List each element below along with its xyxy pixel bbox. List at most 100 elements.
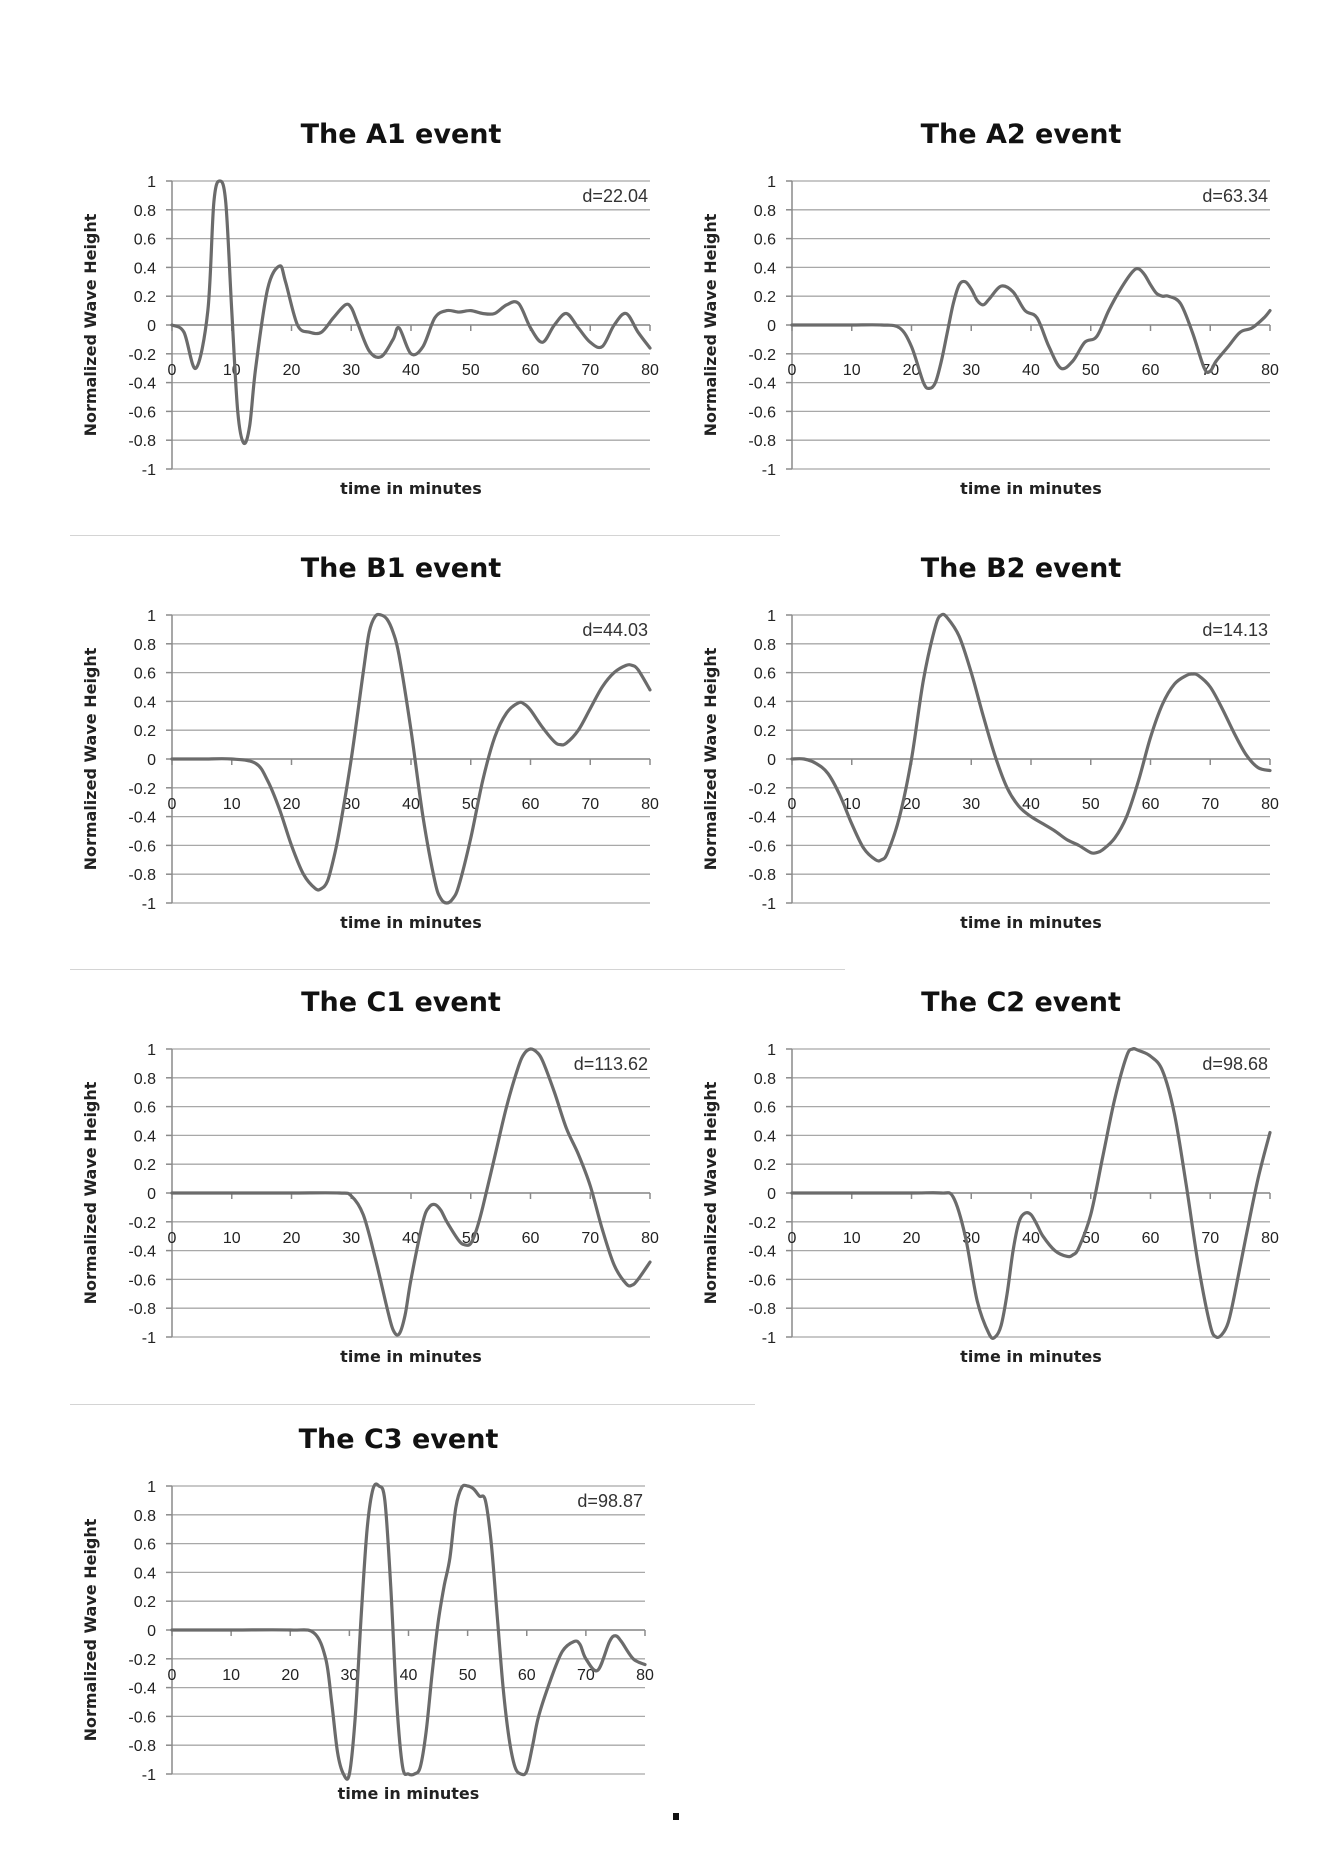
distance-annotation: d=44.03	[582, 620, 648, 640]
x-tick-label: 60	[1142, 1230, 1160, 1247]
chart-title: The C3 event	[299, 1424, 499, 1455]
y-tick-label: 0.4	[134, 694, 156, 711]
chart-title: The A1 event	[301, 119, 502, 150]
y-tick-label: -0.6	[748, 404, 776, 421]
x-axis-label: time in minutes	[960, 1347, 1102, 1366]
y-tick-label: -0.2	[748, 1215, 776, 1232]
y-tick-label: 1	[767, 608, 776, 625]
series-line	[790, 612, 1272, 863]
chart-panel: The A2 event 1 0.8 0.6 0.4 0.2 0 -0.2 -0.4 -0.6 -0…	[701, 119, 1279, 498]
series-line	[170, 1482, 647, 1781]
y-axis-label: Normalized Wave Height	[81, 647, 100, 870]
x-tick-label: 70	[581, 796, 599, 813]
panel-separator	[70, 969, 845, 970]
y-axis-label: Normalized Wave Height	[81, 1081, 100, 1304]
y-tick-label: 0.6	[754, 1100, 776, 1117]
y-tick-label: -0.4	[128, 1681, 156, 1698]
y-tick-label: -0.2	[748, 781, 776, 798]
y-tick-label: 0.6	[134, 232, 156, 249]
x-tick-label: 20	[903, 796, 921, 813]
y-tick-label: -1	[142, 462, 156, 479]
y-tick-label: 0	[147, 1623, 156, 1640]
y-tick-label: -0.4	[128, 810, 156, 827]
y-tick-label: -1	[762, 896, 776, 913]
y-tick-label: 1	[147, 1479, 156, 1496]
series-line	[790, 1047, 1272, 1340]
x-tick-label: 20	[283, 796, 301, 813]
x-tick-label: 10	[222, 1667, 240, 1684]
x-tick-label: 80	[1261, 796, 1279, 813]
chart-panel: The C1 event 1 0.8 0.6 0.4 0.2 0 -0.2 -0.4 -0.6 -0…	[81, 987, 659, 1366]
x-tick-label: 10	[223, 796, 241, 813]
y-axis-label: Normalized Wave Height	[701, 1081, 720, 1304]
x-axis-label: time in minutes	[340, 479, 482, 498]
x-tick-label: 60	[522, 1230, 540, 1247]
x-tick-label: 50	[1082, 1230, 1100, 1247]
y-tick-label: 0.2	[754, 723, 776, 740]
y-tick-label: 0.8	[134, 203, 156, 220]
chart-panel: The B1 event 1 0.8 0.6 0.4 0.2 0 -0.2 -0.4 -0.6 -0…	[81, 553, 659, 932]
x-tick-label: 50	[1082, 796, 1100, 813]
y-tick-label: 1	[147, 174, 156, 191]
x-axis-label: time in minutes	[340, 913, 482, 932]
chart-panel: The A1 event 1 0.8 0.6 0.4 0.2 0 -0.2 -0.4 -0.6 -0…	[81, 119, 659, 498]
y-tick-label: -1	[142, 1330, 156, 1347]
series-line	[170, 1047, 652, 1337]
distance-annotation: d=98.68	[1202, 1054, 1268, 1074]
y-tick-label: -0.6	[748, 838, 776, 855]
y-axis-label: Normalized Wave Height	[701, 213, 720, 436]
distance-annotation: d=14.13	[1202, 620, 1268, 640]
series-line	[170, 179, 652, 446]
y-tick-label: 0.6	[754, 232, 776, 249]
panel-separator	[70, 535, 780, 536]
x-tick-label: 70	[577, 1667, 595, 1684]
y-tick-label: 0.2	[134, 1594, 156, 1611]
distance-annotation: d=22.04	[582, 186, 648, 206]
x-tick-label: 20	[283, 1230, 301, 1247]
y-tick-label: -0.8	[128, 1301, 156, 1318]
x-tick-label: 40	[1022, 1230, 1040, 1247]
x-tick-label: 50	[459, 1667, 477, 1684]
x-tick-label: 70	[1201, 1230, 1219, 1247]
panel-separator	[70, 1404, 755, 1405]
y-tick-label: -0.4	[748, 376, 776, 393]
x-tick-label: 40	[402, 1230, 420, 1247]
y-tick-label: -0.4	[748, 1244, 776, 1261]
series-line	[170, 612, 652, 905]
y-tick-label: 0	[147, 752, 156, 769]
y-axis-label: Normalized Wave Height	[81, 213, 100, 436]
x-tick-label: 20	[281, 1667, 299, 1684]
y-tick-label: 0.2	[134, 723, 156, 740]
y-tick-label: 0.8	[754, 203, 776, 220]
y-tick-label: -0.4	[128, 376, 156, 393]
x-tick-label: 30	[342, 362, 360, 379]
y-tick-label: 0.6	[134, 1100, 156, 1117]
y-tick-label: 0	[767, 752, 776, 769]
y-tick-label: -1	[142, 1767, 156, 1784]
x-tick-label: 40	[402, 362, 420, 379]
y-tick-label: -0.8	[128, 867, 156, 884]
x-tick-label: 20	[903, 1230, 921, 1247]
x-tick-label: 80	[636, 1667, 654, 1684]
x-tick-label: 10	[223, 1230, 241, 1247]
y-tick-label: -0.4	[128, 1244, 156, 1261]
y-tick-label: 1	[767, 1042, 776, 1059]
y-tick-label: 0.4	[134, 1565, 156, 1582]
x-tick-label: 30	[342, 796, 360, 813]
series-line	[790, 267, 1272, 391]
y-tick-label: 1	[147, 1042, 156, 1059]
y-tick-label: 0.4	[134, 260, 156, 277]
y-tick-label: -1	[142, 896, 156, 913]
footer-mark	[673, 1813, 679, 1820]
y-tick-label: -1	[762, 462, 776, 479]
y-tick-label: -0.8	[748, 867, 776, 884]
x-tick-label: 0	[168, 1230, 177, 1247]
y-tick-label: -1	[762, 1330, 776, 1347]
x-tick-label: 30	[962, 796, 980, 813]
chart-panel: The C2 event 1 0.8 0.6 0.4 0.2 0 -0.2 -0.4 -0.6 -0…	[701, 987, 1279, 1366]
x-tick-label: 30	[342, 1230, 360, 1247]
distance-annotation: d=98.87	[577, 1491, 643, 1511]
x-tick-label: 60	[522, 362, 540, 379]
x-tick-label: 20	[903, 362, 921, 379]
